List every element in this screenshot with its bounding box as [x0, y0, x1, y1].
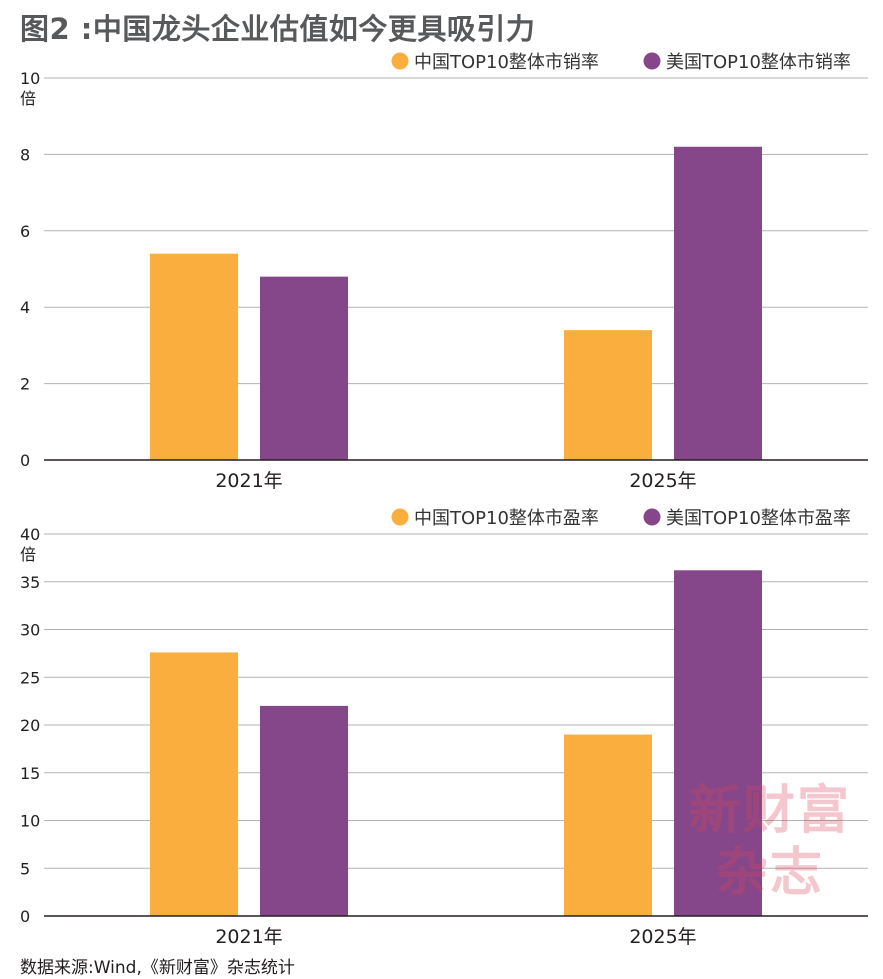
pe-ratio-chart: 0 5 10 15 20 25 30 35 40倍 2021年 2025年 中国TOP10整体市盈率 美…: [20, 508, 868, 948]
y-tick-label: 15: [20, 764, 40, 783]
legend-label-china: 中国TOP10整体市销率: [414, 52, 599, 73]
china-bar: [150, 652, 238, 916]
watermark-logo: 新财富 杂志: [680, 780, 860, 904]
usa-bar: [260, 705, 348, 916]
y-tick-label: 4: [20, 298, 30, 317]
y-tick-label: 6: [20, 222, 30, 241]
china-bar: [564, 330, 652, 460]
page-title: 图2 :中国龙头企业估值如今更具吸引力: [20, 12, 536, 46]
x-tick-label: 2025年: [629, 470, 696, 492]
watermark-line-1: 新财富: [688, 780, 851, 841]
legend-marker-china: [391, 52, 409, 70]
y-tick-label: 5: [20, 859, 30, 878]
usa-bar: [674, 146, 762, 460]
y-unit-label: 倍: [20, 89, 36, 108]
usa-bar: [260, 276, 348, 460]
legend-marker-usa: [643, 508, 661, 526]
china-bar: [564, 734, 652, 916]
y-tick-label: 40: [20, 525, 40, 544]
y-tick-label: 10: [20, 812, 40, 831]
y-tick-label: 35: [20, 573, 40, 592]
ps-ratio-chart: 0 2 4 6 8 10倍 2021年 2025年 中国TOP10整体市销率 美国TOP10整体市…: [20, 52, 868, 492]
watermark-line-2: 杂志: [715, 842, 824, 903]
y-tick-label: 0: [20, 451, 30, 470]
y-tick-label: 2: [20, 375, 30, 394]
x-tick-label: 2021年: [215, 926, 282, 948]
china-bar: [150, 253, 238, 460]
legend-label-china: 中国TOP10整体市盈率: [414, 508, 599, 529]
x-tick-label: 2025年: [629, 926, 696, 948]
legend-marker-usa: [643, 52, 661, 70]
y-tick-label: 25: [20, 668, 40, 687]
y-tick-label: 8: [20, 145, 30, 164]
y-tick-label: 20: [20, 716, 40, 735]
legend-label-usa: 美国TOP10整体市盈率: [666, 508, 851, 529]
usa-bar: [674, 570, 762, 916]
legend-marker-china: [391, 508, 409, 526]
source-note: 数据来源:Wind,《新财富》杂志统计: [20, 958, 295, 978]
y-tick-label: 30: [20, 621, 40, 640]
y-unit-label: 倍: [20, 545, 36, 564]
legend-label-usa: 美国TOP10整体市销率: [666, 52, 851, 73]
x-tick-label: 2021年: [215, 470, 282, 492]
y-tick-label: 10: [20, 69, 40, 88]
y-tick-label: 0: [20, 907, 30, 926]
